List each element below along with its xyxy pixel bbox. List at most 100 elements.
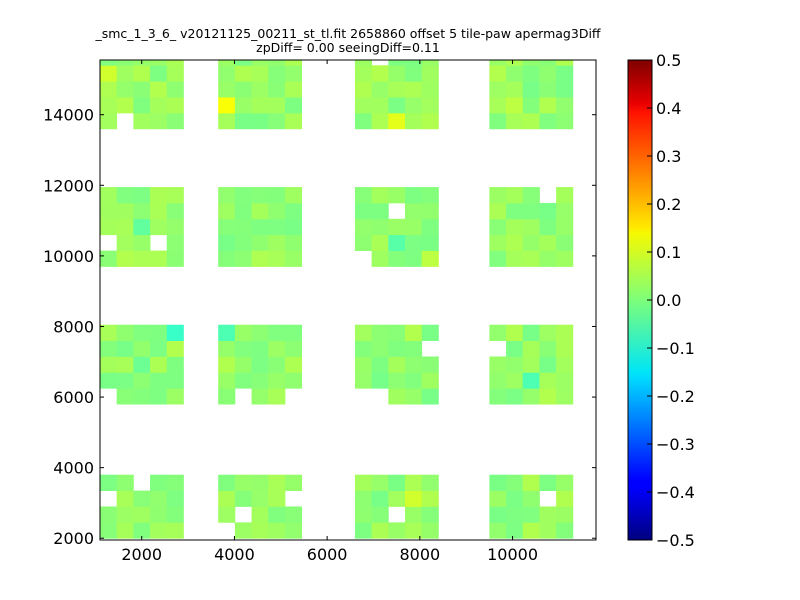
heatmap-cell [405,112,423,130]
heatmap-cell [354,60,373,66]
heatmap-cell [268,60,286,66]
heatmap-cell [371,490,389,507]
heatmap-cell [522,112,540,130]
heatmap-cell [388,340,406,357]
heatmap-cell [354,490,373,507]
heatmap-cell [489,324,507,341]
heatmap-cell [251,112,269,130]
colorbar-tick-label: −0.1 [656,339,695,358]
heatmap-cell [100,356,118,373]
heatmap-cell [539,218,557,236]
heatmap-cell [522,522,540,539]
heatmap-cell [116,372,134,389]
heatmap-cell [539,356,557,373]
heatmap-cell [251,81,269,98]
heatmap-cell [234,234,252,251]
heatmap-cell [539,324,557,341]
heatmap-cell [150,65,168,82]
heatmap-cell [405,218,423,236]
heatmap-cell [150,112,168,130]
heatmap-cell [506,81,524,98]
heatmap-cell [268,474,286,491]
heatmap-cell [556,81,574,98]
heatmap-cell [354,356,373,373]
heatmap-cell [133,81,151,98]
heatmap-cell [116,340,134,357]
heatmap-cell [284,60,303,66]
heatmap-cell [556,324,574,341]
heatmap-cell [556,356,574,373]
heatmap-cells [100,60,574,539]
heatmap-cell [421,60,439,66]
heatmap-cell [100,81,118,98]
heatmap-cell [489,60,507,66]
colorbar-tick-label: 0.3 [656,147,681,166]
heatmap-cell [539,506,557,523]
heatmap-cell [539,202,557,220]
heatmap-cell [388,356,406,373]
heatmap-cell [539,81,557,98]
heatmap-cell [388,187,406,204]
heatmap-cell [506,356,524,373]
heatmap-cell [268,81,286,98]
heatmap-cell [166,324,184,341]
heatmap-cell [166,474,184,491]
heatmap-cell [218,65,236,82]
heatmap-cell [218,250,236,267]
heatmap-cell [268,506,286,523]
heatmap-cell [150,81,168,98]
heatmap-cell [284,187,303,204]
heatmap-cell [100,65,118,82]
heatmap-cell [522,324,540,341]
heatmap-cell [539,97,557,114]
heatmap-cell [388,60,406,66]
heatmap-cell [489,490,507,507]
heatmap-cell [284,81,303,98]
heatmap-cell [522,187,540,204]
heatmap-cell [405,356,423,373]
heatmap-cell [539,60,557,66]
heatmap-cell [218,187,236,204]
heatmap-cell [556,187,574,204]
heatmap-cell [354,340,373,357]
heatmap-cell [166,356,184,373]
heatmap-cell [489,388,507,405]
heatmap-cell [354,506,373,523]
colorbar-tick-label: −0.4 [656,483,695,502]
heatmap-cell [166,187,184,204]
y-tick-label: 14000 [43,106,94,125]
heatmap-cell [251,187,269,204]
heatmap-cell [284,234,303,251]
heatmap-cell [251,250,269,267]
heatmap-cell [522,506,540,523]
heatmap-cell [166,372,184,389]
heatmap-cell [421,65,439,82]
heatmap-cell [166,522,184,539]
heatmap-cell [234,65,252,82]
heatmap-cell [284,324,303,341]
heatmap-cell [421,234,439,251]
heatmap-cell [421,506,439,523]
heatmap-cell [522,202,540,220]
heatmap-cell [388,65,406,82]
heatmap-cell [421,388,439,405]
heatmap-cell [166,112,184,130]
heatmap-cell [116,218,134,236]
heatmap-cell [506,372,524,389]
heatmap-cell [522,65,540,82]
heatmap-cell [116,356,134,373]
heatmap-cell [234,60,252,66]
heatmap-cell [405,250,423,267]
heatmap-cell [150,97,168,114]
heatmap-cell [166,250,184,267]
heatmap-cell [150,250,168,267]
heatmap-cell [371,372,389,389]
colorbar-tick-label: −0.3 [656,435,695,454]
heatmap-cell [371,324,389,341]
heatmap-cell [354,474,373,491]
heatmap-cell [371,474,389,491]
heatmap-cell [268,490,286,507]
heatmap-cell [354,65,373,82]
y-tick-label: 4000 [53,459,94,478]
heatmap-cell [556,112,574,130]
